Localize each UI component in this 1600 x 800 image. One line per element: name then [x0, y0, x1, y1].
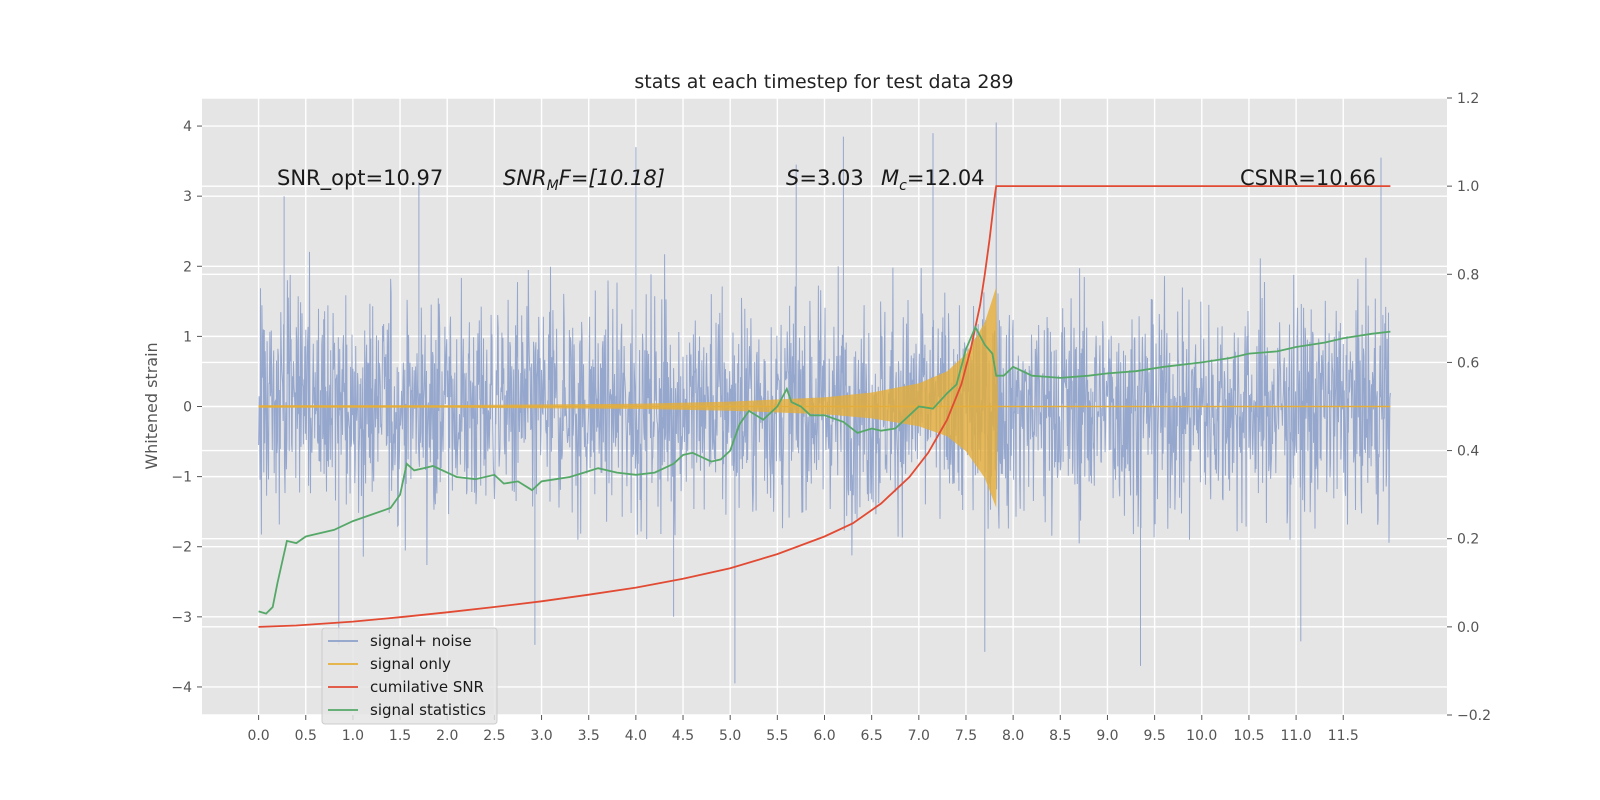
y-tick-label: −1: [171, 470, 192, 486]
x-tick-label: 4.0: [625, 728, 647, 744]
y-tick-label: 2: [183, 259, 192, 275]
y-tick-label: 1: [183, 329, 192, 345]
snr-opt-label: SNR_opt=10.97: [277, 166, 443, 191]
legend-box: [321, 627, 498, 725]
x-tick-label: 11.5: [1328, 728, 1359, 744]
x-tick-label: 8.0: [1002, 728, 1024, 744]
legend-label: signal only: [370, 655, 451, 673]
x-tick-label: 5.5: [766, 728, 788, 744]
x-tick-label: 9.5: [1143, 728, 1165, 744]
x-tick-label: 11.0: [1281, 728, 1312, 744]
signal-series: [258, 287, 1391, 508]
x-tick-label: 10.0: [1186, 728, 1217, 744]
x-tick-label: 1.0: [342, 728, 364, 744]
series-cumulative-snr: [258, 185, 1391, 628]
y2-tick-label: −0.2: [1457, 708, 1491, 724]
y2-tick-label: 1.0: [1457, 179, 1479, 195]
x-tick-label: 3.0: [530, 728, 552, 744]
y2-tick-label: 0.2: [1457, 532, 1479, 548]
legend-label: signal+ noise: [370, 632, 472, 650]
y2-tick-label: 1.2: [1457, 91, 1479, 107]
x-tick-label: 5.0: [719, 728, 741, 744]
legend-label: signal statistics: [370, 701, 486, 719]
series-signal-plus-noise: [258, 122, 1391, 684]
x-tick-label: 9.0: [1096, 728, 1118, 744]
series-signal-statistics: [258, 325, 1391, 615]
y2-tick-label: 0.0: [1457, 620, 1479, 636]
x-tick-label: 3.5: [578, 728, 600, 744]
x-tick-label: 2.0: [436, 728, 458, 744]
y-axis-left: 4 3 2 1 0 −1 −2 −3 −4: [171, 119, 202, 696]
x-tick-label: 0.0: [247, 728, 269, 744]
csnr-label: CSNR=10.66: [1240, 166, 1376, 190]
x-tick-label: 2.5: [483, 728, 505, 744]
y-axis-label: Whitened strain: [142, 342, 161, 469]
x-tick-label: 1.5: [389, 728, 411, 744]
x-tick-label: 8.5: [1049, 728, 1071, 744]
noise-series: [258, 122, 1391, 684]
x-tick-label: 6.0: [813, 728, 835, 744]
y-axis-right: 1.2 1.0 0.8 0.6 0.4 0.2 0.0 −0.2: [1447, 91, 1491, 724]
y-tick-label: −4: [171, 680, 192, 696]
x-tick-label: 4.5: [672, 728, 694, 744]
y-tick-label: −3: [171, 610, 192, 626]
y-tick-label: 4: [183, 119, 192, 135]
snr-mf-label: SNRMF=[10.18]: [503, 166, 665, 194]
x-tick-label: 7.5: [955, 728, 977, 744]
y-tick-label: 0: [183, 400, 192, 416]
series-signal-only: [258, 287, 1391, 508]
mc-label: Mc=12.04: [881, 166, 985, 194]
y2-tick-label: 0.4: [1457, 444, 1479, 460]
x-tick-label: 6.5: [861, 728, 883, 744]
y2-tick-label: 0.6: [1457, 355, 1479, 371]
x-axis: 0.0 0.5 1.0 1.5 2.0 2.5 3.0 3.5 4.0 4.5 5.0 5.5 6.0 6…: [247, 715, 1359, 744]
s-label: S=3.03: [786, 166, 864, 190]
annotations: SNR_opt=10.97 SNRMF=[10.18] S=3.03 Mc=12…: [277, 166, 1376, 194]
x-tick-label: 7.0: [908, 728, 930, 744]
x-tick-label: 0.5: [295, 728, 317, 744]
y-tick-label: 3: [183, 189, 192, 205]
chart-title: stats at each timestep for test data 289: [634, 71, 1013, 93]
legend-label: cumilative SNR: [370, 678, 484, 696]
y2-tick-label: 0.8: [1457, 267, 1479, 283]
y-tick-label: −2: [171, 540, 192, 556]
legend: signal+ noise signal only cumilative SNR si…: [321, 627, 498, 725]
line-series: [258, 185, 1391, 628]
x-tick-label: 10.5: [1233, 728, 1264, 744]
